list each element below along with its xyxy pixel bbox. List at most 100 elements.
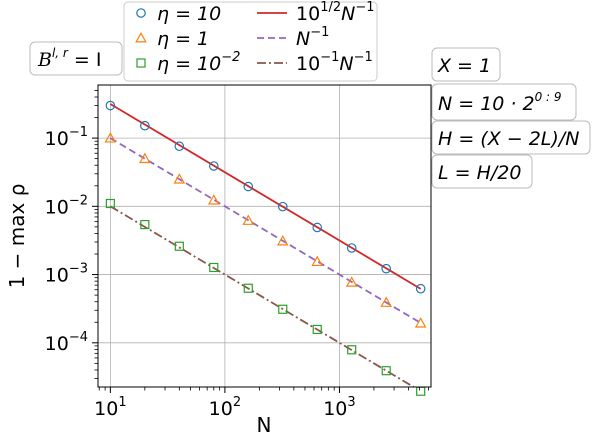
legend-label-sup: −2 [221,50,240,65]
data-point [381,366,391,376]
annotation-boundary: Bl, r = I [29,41,123,76]
x-tick-exponent: 2 [233,395,241,410]
data-point [173,173,186,184]
data-point [174,141,185,152]
data-point [140,120,150,131]
annotation-h: H = (X − 2L)/N [431,120,591,155]
legend-ref-var-exp: −1 [355,0,374,15]
y-axis-label: 1 − max ρ [5,184,29,289]
legend-ref-var-exp: −1 [310,25,329,40]
legend-ref-coef: 10 [296,3,320,25]
series-1 [105,100,426,294]
data-point [312,324,322,335]
data-point [346,243,357,253]
legend-ref-label-2: N−1 [296,25,329,50]
data-point [105,198,115,209]
data-point [243,283,253,293]
legend-ref-var: N [296,28,310,50]
y-tick-exponent: −2 [69,193,88,208]
legend-label-main: η = 10 [157,3,221,25]
legend-label-3: η = 10−2 [157,50,240,75]
x-tick-base: 10 [94,398,118,420]
data-point [139,152,151,164]
legend-marker-3 [136,58,146,68]
annotation-l-text: L = H/20 [438,162,521,184]
data-point [276,235,289,246]
boundary-rest: = I [68,49,102,71]
annotation-n-main: N = 10 · 2 [438,93,535,115]
legend-ref-var-exp: −1 [354,50,373,65]
data-point [414,317,427,328]
y-tick-base: 10 [45,128,69,150]
data-point [105,100,116,111]
legend-ref-var: N [341,3,355,25]
x-tick-label: 103 [323,395,355,420]
reference-line-1 [109,103,422,290]
annotation-h-text: H = (X − 2L)/N [438,128,579,150]
annotation-n: N = 10 · 20 : 9 [431,83,577,121]
y-tick-base: 10 [45,265,69,287]
legend-label-1: η = 10 [157,3,221,25]
reference-lines [109,103,422,387]
annotation-x: X = 1 [431,47,501,82]
x-axis-label: N [257,413,272,437]
legend-ref-var: N [339,53,353,75]
data-point [277,201,288,212]
svg-text:N = 10 · 20 : 9: N = 10 · 20 : 9 [438,90,562,115]
legend-ref-coef-exp: −1 [320,50,339,65]
data-point [345,276,358,287]
x-tick-base: 10 [209,398,233,420]
legend-ref-label-3: 10−1N−1 [296,50,373,75]
y-tick-base: 10 [45,333,69,355]
y-tick-label: 10−3 [45,262,88,287]
annotation-x-text: X = 1 [437,55,491,77]
boundary-superscript: l, r [52,46,69,60]
data-point [312,222,323,233]
y-tick-label: 10−2 [45,193,88,218]
y-tick-label: 10−1 [45,125,88,150]
data-point [242,214,255,225]
series-3 [105,198,426,396]
legend-label-main: η = 10 [157,53,221,75]
data-point [243,181,254,192]
annotation-l: L = H/20 [431,154,533,189]
data-point [415,283,426,294]
data-point [380,296,393,307]
data-point [311,255,324,267]
series-2 [104,132,427,328]
x-tick-exponent: 1 [118,395,126,410]
y-tick-exponent: −1 [69,125,88,140]
y-tick-exponent: −4 [69,330,88,345]
y-tick-label: 10−4 [45,330,88,355]
data-point [209,262,219,273]
data-point [104,132,117,143]
reference-line-3 [109,205,416,387]
data-point [140,219,150,230]
legend-marker-2 [135,31,147,43]
data-point [347,345,357,355]
data-point [381,263,392,274]
data-markers [104,100,427,396]
legend-label-2: η = 1 [157,28,209,50]
legend-marker-1 [136,8,146,18]
grid [98,85,431,387]
data-point [416,386,426,396]
x-tick-label: 102 [209,395,241,420]
reference-line-2 [109,137,422,324]
data-point [174,241,184,251]
legend-box [123,1,378,82]
data-point [278,304,288,314]
x-tick-exponent: 3 [347,395,355,410]
x-tick-label: 101 [94,395,126,420]
data-point [209,161,219,171]
y-tick-base: 10 [45,196,69,218]
plot-frame [97,84,432,388]
boundary-operator: B [37,49,52,71]
legend-label-main: η = 1 [157,28,209,50]
x-tick-base: 10 [323,398,347,420]
legend-ref-coef-exp: 1/2 [320,0,341,15]
y-tick-exponent: −3 [69,262,88,277]
